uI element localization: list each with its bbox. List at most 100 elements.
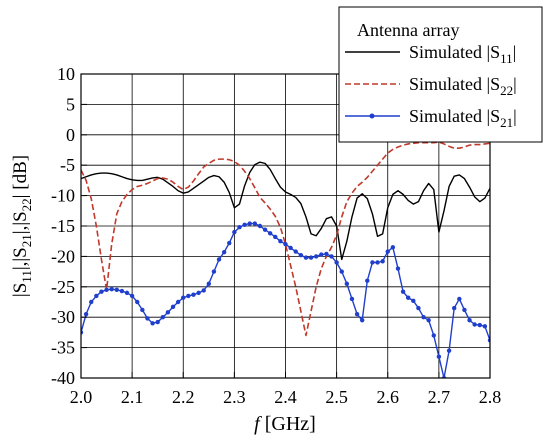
- series-point-s21: [114, 287, 119, 293]
- series-point-s21: [237, 225, 242, 230]
- series-point-s21: [446, 348, 452, 353]
- series-point-s21: [365, 278, 370, 283]
- series-point-s21: [191, 292, 196, 297]
- series-point-s21: [109, 287, 114, 292]
- series-line-s22: [81, 141, 490, 337]
- ticks: [80, 73, 491, 379]
- series-point-s21: [129, 293, 135, 299]
- series-point-s21: [339, 269, 344, 274]
- y-tick-label: 10: [57, 64, 75, 84]
- legend-swatch-dot: [369, 113, 375, 119]
- y-tick-label: -40: [51, 368, 75, 388]
- x-tick-label: 2.4: [274, 387, 297, 407]
- series-point-s21: [140, 307, 145, 313]
- series-point-s21: [426, 318, 431, 323]
- series-point-s21: [431, 333, 436, 338]
- x-tick-label: 2.1: [121, 387, 144, 407]
- x-tick-labels: 2.0 2.1 2.2 2.3 2.4 2.5 2.6 2.7 2.8: [70, 387, 502, 407]
- series-point-s21: [160, 315, 165, 320]
- x-tick-label: 2.6: [377, 387, 400, 407]
- series-point-s21: [83, 311, 89, 317]
- series-point-s21: [89, 299, 94, 305]
- series-point-s21: [411, 298, 416, 303]
- series-point-s21: [273, 234, 278, 240]
- series-point-s21: [319, 252, 324, 257]
- y-tick-label: -20: [51, 246, 75, 266]
- series-point-s21: [477, 322, 482, 328]
- series-point-s21: [155, 319, 160, 325]
- series-point-s21: [186, 293, 191, 299]
- series-point-s21: [462, 307, 467, 313]
- series-point-s21: [257, 223, 263, 229]
- series-point-s21: [175, 299, 181, 305]
- series-point-s21: [170, 304, 176, 310]
- series-point-s21: [99, 289, 104, 294]
- series-point-s21: [467, 318, 472, 323]
- x-axis-label: f [GHz]: [254, 413, 316, 435]
- series-point-s21: [329, 254, 334, 259]
- series-point-s21: [181, 295, 186, 300]
- x-tick-label: 2.3: [223, 387, 246, 407]
- series-point-s21: [124, 290, 130, 296]
- y-tick-label: 5: [66, 94, 75, 114]
- series-point-s21: [452, 305, 457, 311]
- series-point-s21: [390, 245, 396, 250]
- series-point-s21: [119, 288, 125, 294]
- series-point-s21: [395, 266, 401, 271]
- series-point-s21: [354, 311, 360, 317]
- series-point-s21: [303, 255, 309, 260]
- x-tick-label: 2.7: [428, 387, 451, 407]
- series-point-s21: [457, 296, 462, 302]
- series-point-s21: [196, 290, 201, 296]
- series-point-s21: [165, 310, 171, 315]
- series-point-s21: [400, 289, 406, 294]
- series-point-s21: [380, 259, 385, 264]
- series-point-s21: [135, 299, 140, 305]
- series-point-s21: [308, 255, 314, 260]
- series-point-s21: [324, 251, 329, 257]
- series-point-s21: [472, 322, 477, 327]
- x-tick-label: 2.0: [70, 387, 93, 407]
- series-point-s21: [313, 254, 319, 259]
- series-point-s21: [247, 221, 252, 226]
- legend-label-s11: Simulated |S11|: [409, 42, 516, 66]
- series-point-s21: [436, 354, 442, 359]
- y-tick-label: -5: [60, 155, 75, 175]
- series-point-s21: [349, 296, 355, 302]
- series-point-s21: [206, 281, 212, 286]
- series-point-s21: [252, 221, 258, 226]
- series-point-s21: [359, 318, 365, 323]
- x-tick-label: 2.2: [172, 387, 195, 407]
- series-point-s21: [150, 321, 155, 326]
- y-tick-labels: 10 5 0 -5 -10 -15 -20 -25 -30 -35 -40: [51, 64, 75, 388]
- series-point-s21: [216, 257, 222, 262]
- legend-box: [338, 6, 543, 143]
- series-point-s21: [385, 249, 390, 254]
- y-tick-label: -15: [51, 216, 75, 236]
- series-point-s21: [283, 242, 288, 247]
- series-point-s21: [242, 222, 247, 227]
- series-point-s21: [221, 249, 227, 255]
- series-point-s21: [482, 324, 488, 329]
- series-point-s21: [211, 269, 217, 274]
- legend-label-s22: Simulated |S22|: [409, 74, 517, 98]
- series-point-s21: [262, 227, 268, 232]
- y-axis-label: |S11​|,|S21​|,|S22​| [dB]: [10, 155, 34, 297]
- series-point-s21: [416, 305, 421, 311]
- y-tick-label: -10: [51, 186, 75, 206]
- series-point-s21: [370, 260, 375, 265]
- series-point-s21: [293, 249, 298, 254]
- series-point-s21: [104, 287, 109, 293]
- series-point-s21: [232, 229, 237, 235]
- y-tick-label: -35: [51, 338, 75, 358]
- series-point-s21: [94, 293, 99, 299]
- series-point-s21: [334, 260, 339, 265]
- series-point-s21: [201, 288, 206, 293]
- series-layer: [81, 141, 490, 378]
- legend: Antenna array Simulated |S11| Simulated |…: [338, 6, 543, 143]
- y-tick-label: -30: [51, 307, 75, 327]
- x-tick-label: 2.5: [325, 387, 348, 407]
- series-point-s21: [375, 260, 380, 265]
- y-tick-label: -25: [51, 277, 75, 297]
